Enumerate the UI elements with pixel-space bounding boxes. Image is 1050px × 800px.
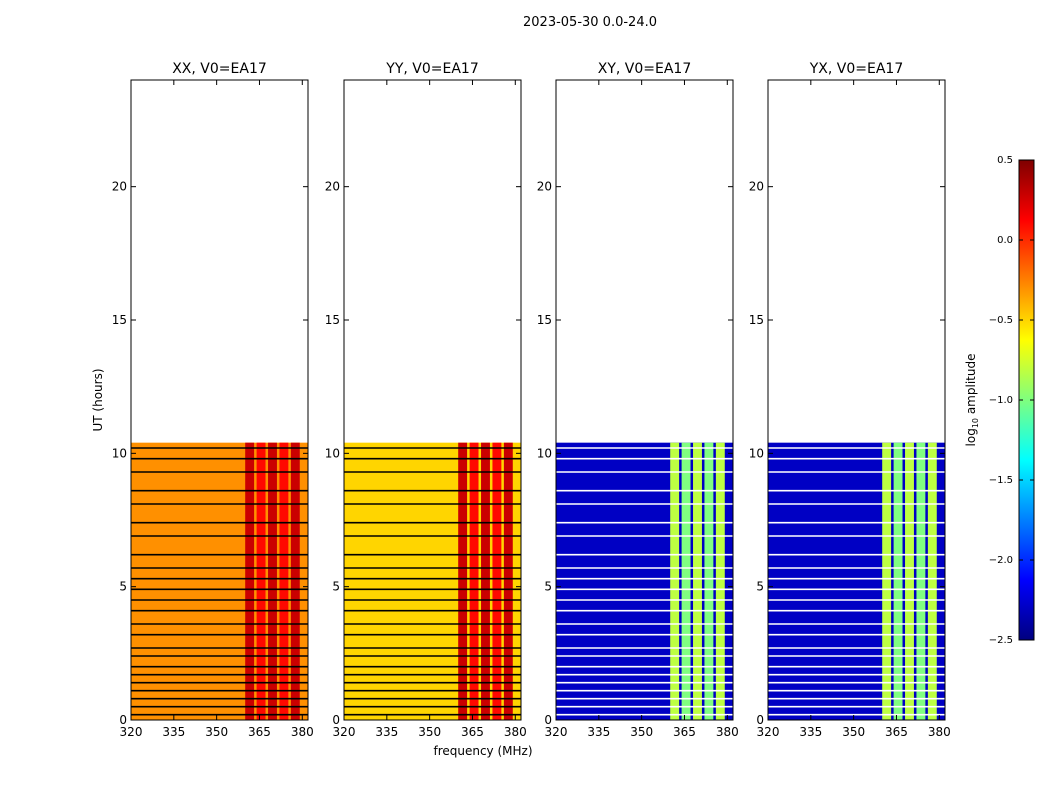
panel-yx: YX, V0=EA17 320 335 350 365 380 0 5 10 15 20 — [749, 61, 951, 739]
panel-title: YX, V0=EA17 — [809, 61, 904, 77]
colorbar-label: log10 amplitude — [964, 354, 980, 447]
colorbar-label-subscript: 10 — [971, 418, 980, 428]
rfi-band-stripe — [704, 442, 714, 720]
y-tick-label: 10 — [325, 446, 340, 460]
colorbar-tick-label: −1.0 — [989, 395, 1013, 406]
y-tick-label: 10 — [112, 446, 127, 460]
colorbar-tick-label: −1.5 — [989, 475, 1013, 486]
y-tick-label: 15 — [537, 313, 552, 327]
rfi-band-stripe — [670, 442, 680, 720]
figure-title: 2023-05-30 0.0-24.0 — [523, 15, 657, 30]
colorbar-label-suffix: amplitude — [964, 354, 978, 418]
colorbar-tick-label: −0.5 — [989, 315, 1013, 326]
rfi-band-stripe — [503, 442, 513, 720]
x-tick-label: 380 — [504, 725, 527, 739]
panel-yy: YY, V0=EA17 320 335 350 365 380 0 5 10 15 20 — [325, 61, 527, 739]
x-tick-label: 350 — [418, 725, 441, 739]
rfi-band-stripe — [256, 442, 266, 720]
panel-frame — [767, 79, 946, 721]
rfi-band-stripe — [268, 442, 277, 720]
x-tick-label: 320 — [545, 725, 568, 739]
heatmap-background — [768, 442, 945, 720]
colorbar-tick-label: 0.0 — [997, 235, 1013, 246]
y-tick-label: 5 — [119, 580, 127, 594]
rfi-band-stripe — [715, 442, 725, 720]
y-tick-label: 20 — [749, 180, 764, 194]
panel-title: XX, V0=EA17 — [172, 61, 267, 77]
x-axis-label: frequency (MHz) — [433, 744, 532, 758]
panel-title: XY, V0=EA17 — [598, 61, 692, 77]
rfi-band-stripe — [279, 442, 289, 720]
colorbar-ticks: 0.5 0.0 −0.5 −1.0 −1.5 −2.0 −2.5 — [989, 155, 1034, 646]
y-tick-label: 5 — [544, 580, 552, 594]
panel-xy: XY, V0=EA17 320 335 350 365 380 0 5 10 15 20 — [537, 61, 739, 739]
rfi-band-stripe — [893, 442, 903, 720]
y-tick-label: 5 — [756, 580, 764, 594]
x-tick-label: 365 — [248, 725, 271, 739]
y-tick-label: 5 — [332, 580, 340, 594]
x-tick-label: 335 — [587, 725, 610, 739]
panel-xx: XX, V0=EA17 320 335 350 365 380 0 5 10 15 20 — [112, 61, 314, 739]
y-axis-label: UT (hours) — [91, 368, 105, 431]
panel-frame — [130, 79, 309, 721]
y-tick-label: 0 — [756, 713, 764, 727]
rfi-band-stripe — [882, 442, 892, 720]
y-tick-label: 10 — [749, 446, 764, 460]
rfi-band-stripe — [290, 442, 300, 720]
x-tick-label: 320 — [757, 725, 780, 739]
x-tick-label: 350 — [630, 725, 653, 739]
y-tick-label: 20 — [537, 180, 552, 194]
x-tick-label: 350 — [205, 725, 228, 739]
rfi-band-stripe — [916, 442, 926, 720]
panel-title: YY, V0=EA17 — [385, 61, 478, 77]
rfi-band-stripe — [905, 442, 914, 720]
y-tick-label: 15 — [325, 313, 340, 327]
x-tick-label: 365 — [673, 725, 696, 739]
x-tick-label: 335 — [375, 725, 398, 739]
y-tick-label: 20 — [325, 180, 340, 194]
y-tick-label: 0 — [119, 713, 127, 727]
colorbar-tick-label: −2.0 — [989, 555, 1013, 566]
rfi-band-stripe — [469, 442, 479, 720]
rfi-band-stripe — [927, 442, 937, 720]
panel-frame — [343, 79, 522, 721]
y-tick-label: 0 — [332, 713, 340, 727]
colorbar-tick-label: −2.5 — [989, 635, 1013, 646]
x-tick-label: 335 — [162, 725, 185, 739]
rfi-band-stripe — [681, 442, 691, 720]
x-tick-label: 335 — [799, 725, 822, 739]
y-tick-label: 20 — [112, 180, 127, 194]
colorbar-label-log: log — [964, 428, 978, 446]
x-tick-label: 365 — [885, 725, 908, 739]
rfi-band-stripe — [492, 442, 502, 720]
heatmap-background — [556, 442, 733, 720]
x-tick-label: 320 — [120, 725, 143, 739]
x-tick-label: 365 — [461, 725, 484, 739]
y-tick-label: 0 — [544, 713, 552, 727]
rfi-band-stripe — [458, 442, 468, 720]
x-tick-label: 350 — [842, 725, 865, 739]
colorbar: 0.5 0.0 −0.5 −1.0 −1.5 −2.0 −2.5 log10 amplitu… — [964, 155, 1035, 646]
panel-frame — [555, 79, 734, 721]
x-tick-label: 380 — [716, 725, 739, 739]
x-tick-label: 380 — [928, 725, 951, 739]
rfi-band-stripe — [245, 442, 255, 720]
heatmap-background — [344, 442, 521, 720]
heatmap-background — [131, 442, 308, 720]
y-tick-label: 15 — [749, 313, 764, 327]
rfi-band-stripe — [481, 442, 490, 720]
y-tick-label: 10 — [537, 446, 552, 460]
colorbar-tick-label: 0.5 — [997, 155, 1013, 166]
x-tick-label: 380 — [291, 725, 314, 739]
y-tick-label: 15 — [112, 313, 127, 327]
rfi-band-stripe — [693, 442, 702, 720]
x-tick-label: 320 — [333, 725, 356, 739]
